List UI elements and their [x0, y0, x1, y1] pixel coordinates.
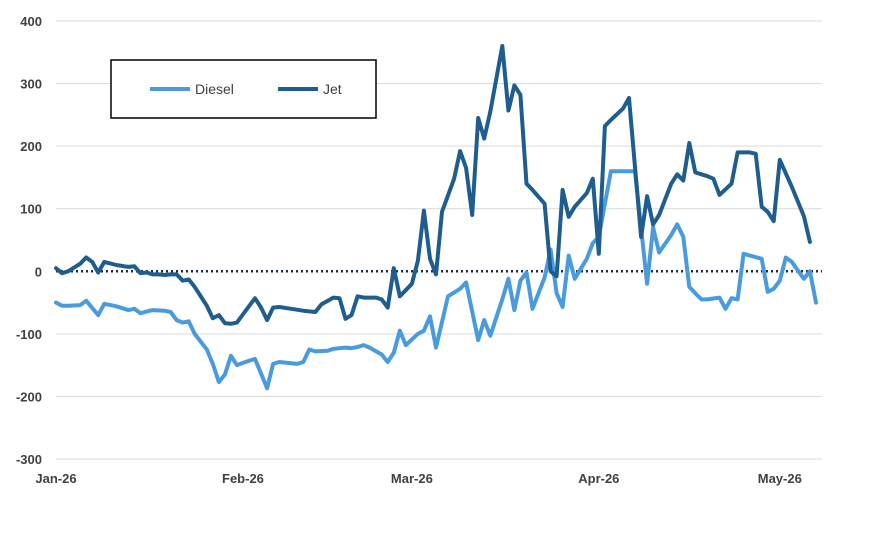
y-tick-label: -200 [16, 389, 42, 404]
x-axis: Jan-26 Feb-26 Mar-26 Apr-26 May-26 [35, 471, 801, 486]
legend-box [110, 59, 377, 119]
y-tick-label: 400 [20, 14, 42, 29]
x-tick-label: Feb-26 [222, 471, 264, 486]
legend-label-jet: Jet [323, 81, 342, 97]
y-tick-label: -300 [16, 452, 42, 467]
legend-label-diesel: Diesel [195, 81, 234, 97]
y-axis: 400 300 200 100 0 -100 -200 -300 [16, 14, 42, 467]
y-tick-label: 0 [35, 264, 42, 279]
x-tick-label: Mar-26 [391, 471, 433, 486]
series-line-jet [54, 44, 812, 326]
y-tick-label: 100 [20, 202, 42, 217]
x-tick-label: Apr-26 [578, 471, 619, 486]
y-tick-label: -100 [16, 327, 42, 342]
x-tick-label: Jan-26 [35, 471, 76, 486]
x-tick-label: May-26 [758, 471, 802, 486]
y-tick-label: 300 [20, 77, 42, 92]
y-tick-label: 200 [20, 139, 42, 154]
series-lines [54, 44, 818, 391]
legend: Diesel Jet [110, 59, 377, 119]
series-line-diesel [54, 169, 818, 391]
